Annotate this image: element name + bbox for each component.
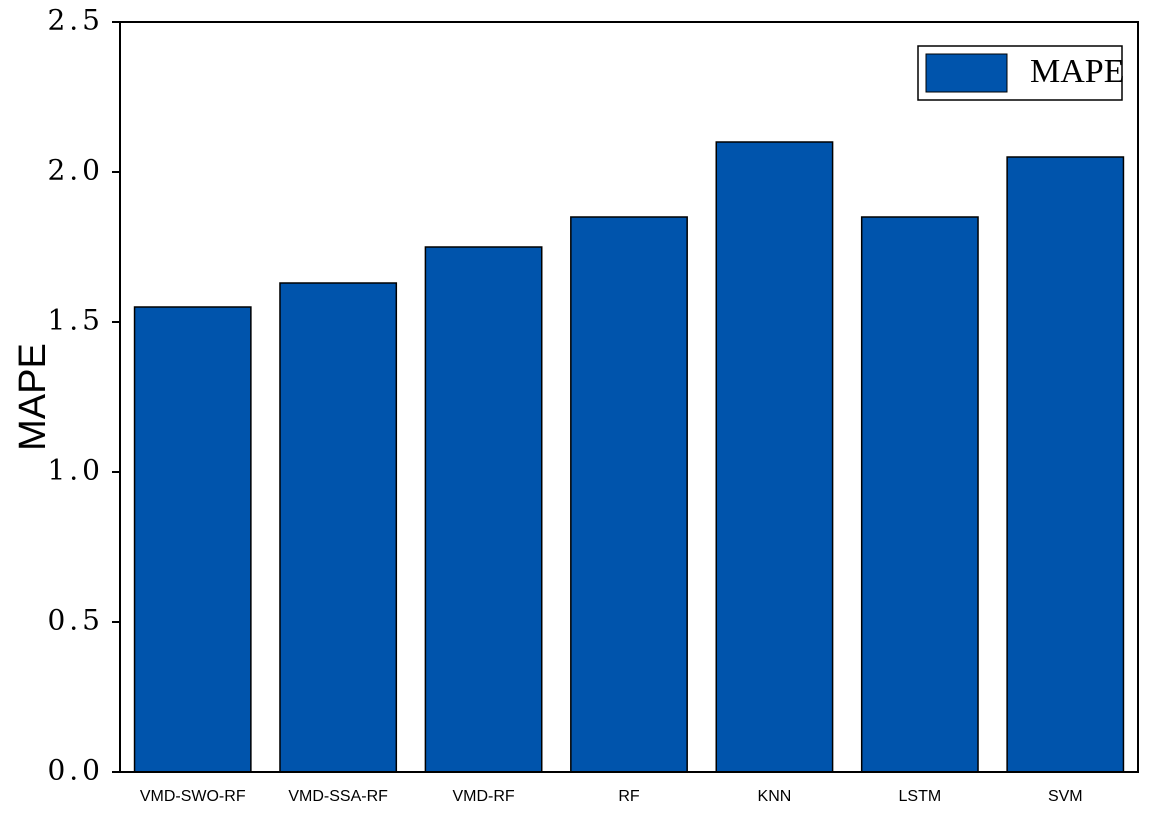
y-tick-label: 1.5 (47, 304, 104, 337)
y-tick-label: 0.0 (47, 754, 104, 787)
x-tick-label: VMD-SWO-RF (140, 788, 246, 805)
y-axis-label: MAPE (12, 343, 54, 451)
bar (1006, 156, 1125, 773)
bar (133, 306, 252, 773)
y-tick-label: 1.0 (47, 454, 104, 487)
y-tick-label: 2.5 (47, 4, 104, 37)
bar (570, 216, 688, 773)
x-tick-label: RF (618, 788, 640, 805)
bar (279, 282, 398, 773)
x-tick-label: VMD-RF (452, 788, 514, 805)
bar (860, 216, 979, 773)
legend-swatch (925, 53, 1008, 93)
bar (424, 246, 543, 773)
bar (715, 141, 834, 773)
y-tick-label: 0.5 (47, 604, 104, 637)
x-tick-label: SVM (1048, 788, 1083, 805)
plot-frame (119, 21, 1139, 773)
x-tick-label: VMD-SSA-RF (288, 788, 388, 805)
legend-label: MAPE (1030, 53, 1124, 90)
y-tick-label: 2.0 (47, 154, 104, 187)
x-tick-label: KNN (758, 788, 792, 805)
x-tick-label: LSTM (899, 788, 942, 805)
